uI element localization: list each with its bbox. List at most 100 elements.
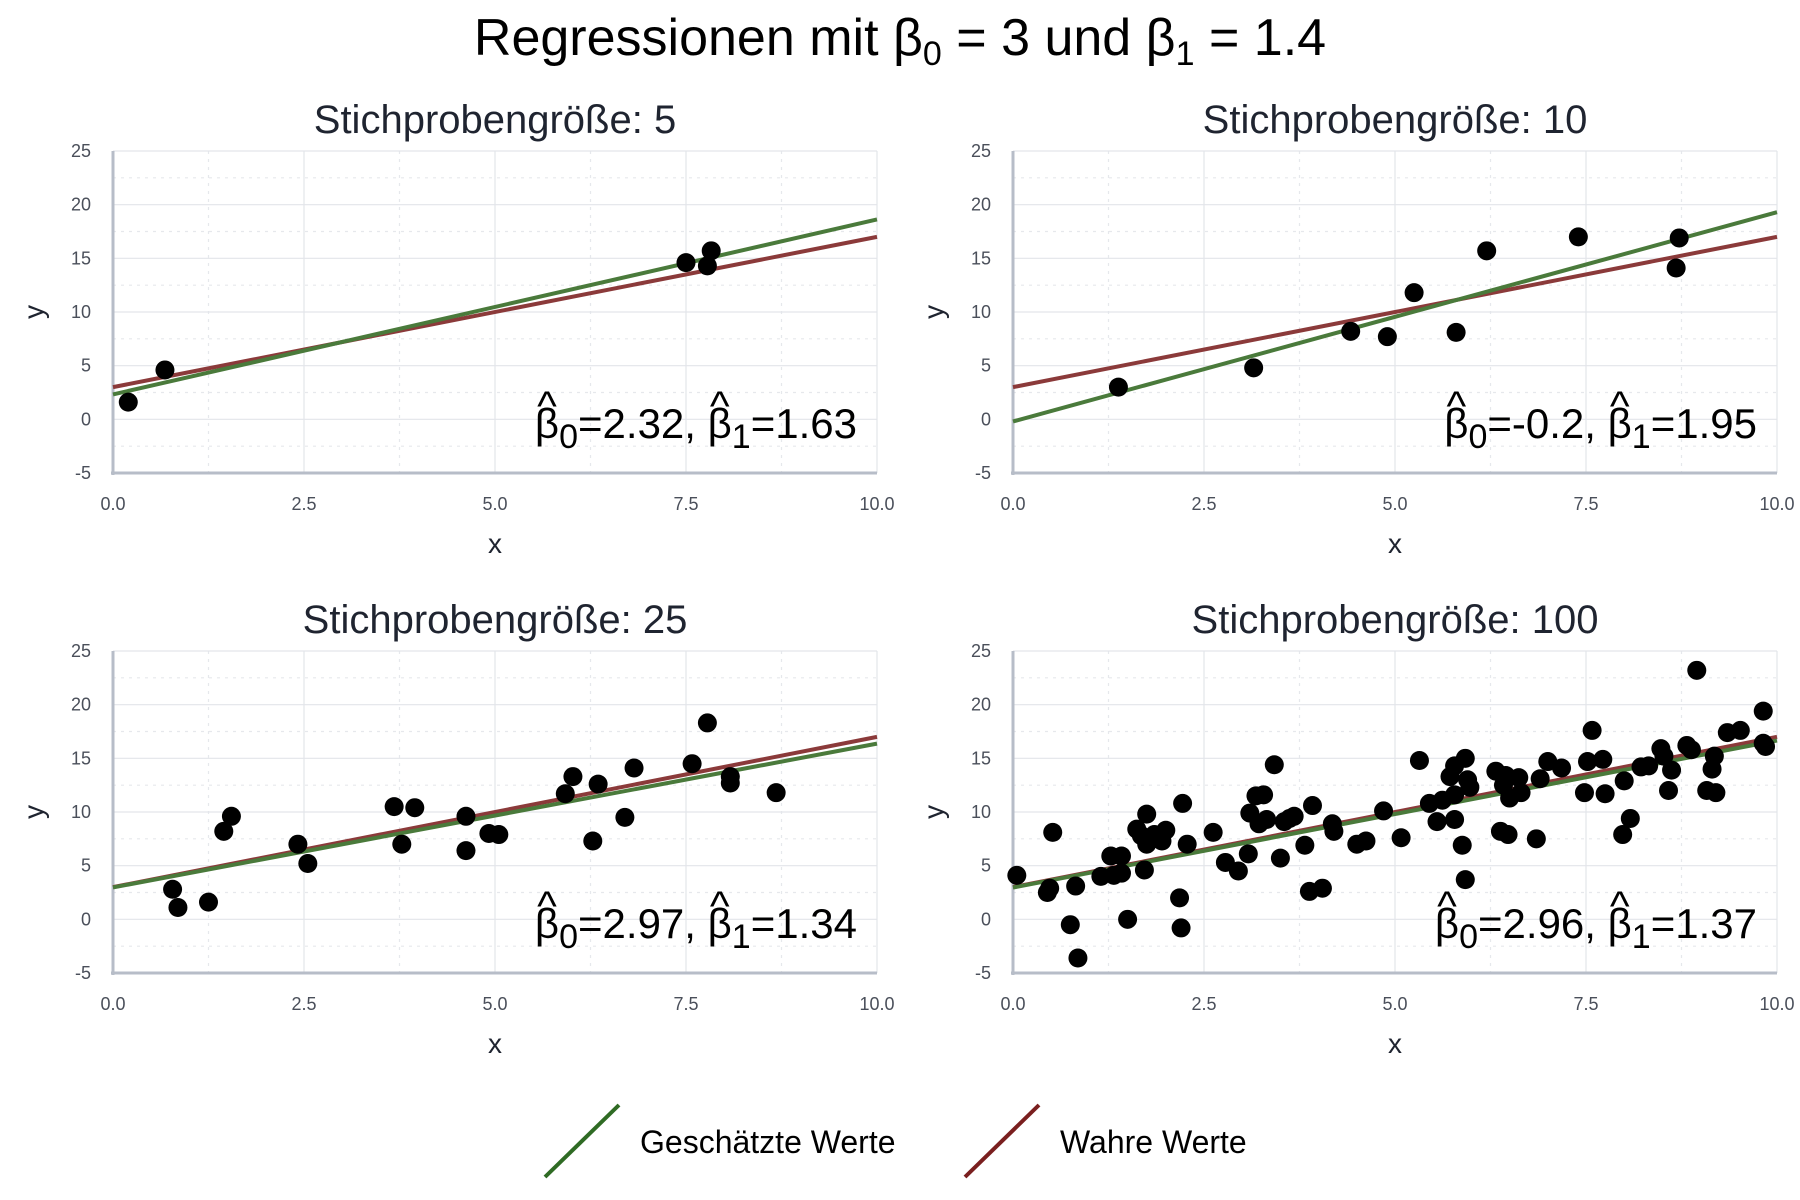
x-tick-label: 7.5 [673,494,698,514]
data-point [199,892,218,912]
y-tick-label: 15 [71,248,91,268]
x-tick-label: 7.5 [1573,494,1598,514]
data-point [1043,822,1063,842]
data-point [588,774,608,794]
true-regression-line [1012,234,1778,390]
data-point [1173,793,1193,813]
y-tick-label: 15 [971,248,991,268]
data-point [1295,835,1315,855]
data-point [1066,876,1086,896]
data-point [1374,801,1394,821]
hat-accent: ^ [1437,882,1457,929]
estimated-regression-line [112,741,878,890]
data-point [1704,746,1724,766]
estimated-regression-line [1012,210,1778,424]
data-point [1203,822,1223,842]
x-tick-label: 10.0 [1759,494,1794,514]
coefficient-annotation: β0=2.97, β1=1.34 [535,900,857,956]
data-point [676,253,696,273]
data-point [1662,760,1682,780]
data-point [1706,783,1726,803]
data-point [1666,258,1686,278]
data-point [1445,810,1465,830]
y-tick-label: 25 [971,641,991,661]
x-tick-label: 5.0 [482,994,507,1014]
y-tick-label: -5 [975,963,991,983]
y-tick-label: 10 [971,802,991,822]
x-tick-label: 2.5 [1191,994,1216,1014]
y-tick-label: 5 [981,856,991,876]
y-tick-label: 25 [71,641,91,661]
coefficient-annotation: β0=2.32, β1=1.63 [535,400,857,456]
x-tick-label: 2.5 [1191,494,1216,514]
legend-item: Wahre Werte [963,1103,1247,1179]
data-point [1526,829,1546,849]
x-tick-label: 2.5 [291,994,316,1014]
data-point [163,879,183,899]
estimated-regression-line [112,217,878,397]
y-tick-label: 0 [81,909,91,929]
x-axis-label: x [488,528,502,559]
panel-title: Stichprobengröße: 100 [1192,598,1599,642]
data-point [1177,834,1197,854]
coefficient-annotation: β0=2.96, β1=1.37 [1435,900,1757,956]
hat-accent: ^ [1447,382,1467,429]
data-point [1460,777,1480,797]
x-tick-label: 0.0 [1000,994,1025,1014]
data-point [392,834,412,854]
data-point [1620,808,1640,828]
x-tick-label: 5.0 [1382,494,1407,514]
data-point [298,854,318,874]
panel-3: 0.0 2.5 5.0 7.5 10.0 -5 0 5 10 15 20 25 x y Stichprobe… [18,598,895,1059]
data-points [1007,660,1776,968]
data-point [1574,783,1594,803]
data-point [214,821,234,841]
data-point [384,797,404,817]
data-point [1730,720,1750,740]
data-point [1578,752,1598,772]
panels: 0.0 2.5 5.0 7.5 10.0 -5 0 5 10 15 20 25 x y Stichprobe… [18,98,1795,1059]
y-axis-label: y [918,805,949,819]
data-point [1509,768,1529,788]
legend-swatch [543,1103,621,1179]
y-tick-label: 15 [971,748,991,768]
data-point [155,360,175,380]
data-point [1639,756,1659,776]
y-axis-label: y [18,805,49,819]
panel-title: Stichprobengröße: 10 [1203,98,1588,142]
x-tick-label: 0.0 [100,494,125,514]
data-point [563,767,583,787]
data-point [1171,918,1191,938]
x-tick-label: 10.0 [859,494,894,514]
y-tick-label: 20 [971,695,991,715]
data-point [1756,737,1776,757]
y-tick-label: 5 [981,356,991,376]
data-point [1238,844,1258,864]
x-tick-label: 5.0 [482,494,507,514]
data-point [1593,749,1613,769]
data-point [1377,327,1397,347]
y-tick-label: 10 [71,802,91,822]
data-point [221,806,241,826]
y-tick-label: -5 [975,463,991,483]
x-tick-label: 7.5 [1573,994,1598,1014]
data-point [1312,878,1332,898]
data-point [701,241,721,261]
y-tick-label: 0 [81,409,91,429]
x-tick-label: 7.5 [673,994,698,1014]
grid [1012,150,1778,474]
x-axis-label: x [488,1028,502,1059]
data-points [1108,227,1689,397]
coefficient-annotation: β0=-0.2, β1=1.95 [1444,400,1757,456]
data-point [1060,915,1080,935]
legend-label: Geschätzte Werte [640,1124,896,1160]
data-point [1613,825,1633,845]
data-point [1404,283,1424,303]
y-tick-label: 10 [71,302,91,322]
data-point [1455,870,1475,890]
x-tick-label: 5.0 [1382,994,1407,1014]
data-point [1614,771,1634,791]
hat-accent: ^ [710,882,730,929]
data-point [1659,781,1679,801]
y-tick-label: 25 [71,141,91,161]
